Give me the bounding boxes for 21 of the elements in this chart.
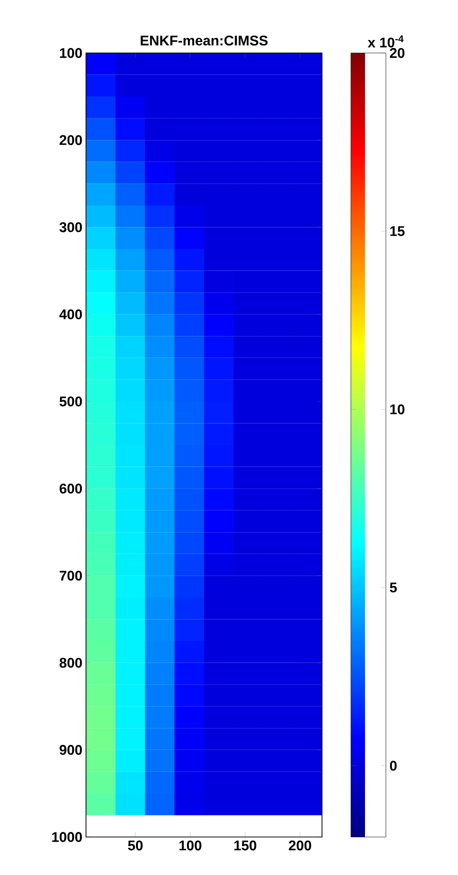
x-tick-label: 150 bbox=[234, 840, 256, 850]
y-tick-label: 100 bbox=[60, 48, 82, 58]
y-tick-label: 400 bbox=[59, 309, 82, 320]
y-tick-label: 800 bbox=[60, 658, 82, 668]
color-bar-label: 5 bbox=[390, 582, 397, 592]
y-tick-label: 600 bbox=[60, 484, 82, 494]
x-tick-label: 50 bbox=[128, 840, 143, 850]
x-tick-label: 200 bbox=[288, 840, 312, 850]
y-tick-label: 500 bbox=[60, 396, 82, 406]
x-tick-label: 100 bbox=[179, 840, 202, 850]
y-tick-label: 900 bbox=[60, 744, 82, 755]
color-bar-title: x 10$^{-4}$ bbox=[368, 35, 404, 48]
chart-title: ENKF-mean:CIMSS bbox=[140, 36, 268, 46]
color-bar-label: 20 bbox=[390, 48, 404, 58]
color-bar-label: 15 bbox=[390, 226, 405, 236]
y-tick-label: 200 bbox=[60, 135, 82, 146]
y-tick-label: 300 bbox=[59, 222, 82, 232]
color-bar-label: 10 bbox=[390, 404, 404, 414]
y-tick-label: 700 bbox=[60, 570, 82, 581]
color-bar-label: 0 bbox=[390, 760, 397, 771]
y-tick-label: 1000 bbox=[52, 832, 82, 842]
